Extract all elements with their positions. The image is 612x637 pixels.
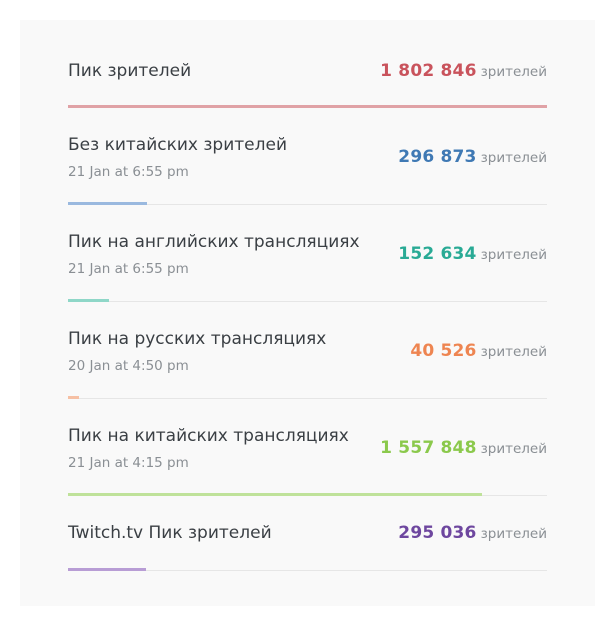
stat-date: 21 Jan at 4:15 pm [68, 455, 189, 471]
stat-label: Пик на китайских трансляциях [68, 426, 349, 446]
stat-bar-chinese-streams [68, 493, 482, 496]
stat-date: 21 Jan at 6:55 pm [68, 261, 189, 277]
stat-value-group: 1 557 848 зрителей [380, 437, 547, 460]
stat-bar-twitch-peak [68, 568, 146, 571]
stat-value: 40 526 [410, 341, 477, 361]
stat-bar-peak-viewers [68, 105, 547, 108]
viewer-stats-card: Пик зрителей 1 802 846 зрителей Без китай… [20, 20, 595, 606]
divider [68, 570, 547, 571]
stat-bar-without-chinese [68, 202, 147, 205]
stat-unit: зрителей [480, 150, 547, 166]
stat-bar-russian-streams [68, 396, 79, 399]
stat-unit: зрителей [480, 64, 547, 80]
divider [68, 398, 547, 399]
stat-value: 152 634 [398, 244, 477, 264]
stat-unit: зрителей [480, 344, 547, 360]
stat-unit: зрителей [480, 247, 547, 263]
stat-label: Twitch.tv Пик зрителей [68, 523, 272, 543]
stat-date: 20 Jan at 4:50 pm [68, 358, 189, 374]
stat-value-group: 1 802 846 зрителей [380, 60, 547, 83]
stat-value: 1 802 846 [380, 61, 477, 81]
stat-label: Пик зрителей [68, 61, 192, 81]
stat-label: Пик на русских трансляциях [68, 329, 327, 349]
stat-value-group: 296 873 зрителей [398, 146, 547, 169]
stat-bar-english-streams [68, 299, 109, 302]
stat-unit: зрителей [480, 441, 547, 457]
stat-value: 295 036 [398, 523, 477, 543]
stat-value-group: 295 036 зрителей [398, 522, 547, 545]
divider [68, 301, 547, 302]
stat-value: 1 557 848 [380, 438, 477, 458]
stat-label: Пик на английских трансляциях [68, 232, 360, 252]
stat-value: 296 873 [398, 147, 477, 167]
stat-value-group: 40 526 зрителей [410, 340, 547, 363]
stat-unit: зрителей [480, 526, 547, 542]
stat-date: 21 Jan at 6:55 pm [68, 164, 189, 180]
divider [68, 204, 547, 205]
stat-value-group: 152 634 зрителей [398, 243, 547, 266]
stat-label: Без китайских зрителей [68, 135, 287, 155]
